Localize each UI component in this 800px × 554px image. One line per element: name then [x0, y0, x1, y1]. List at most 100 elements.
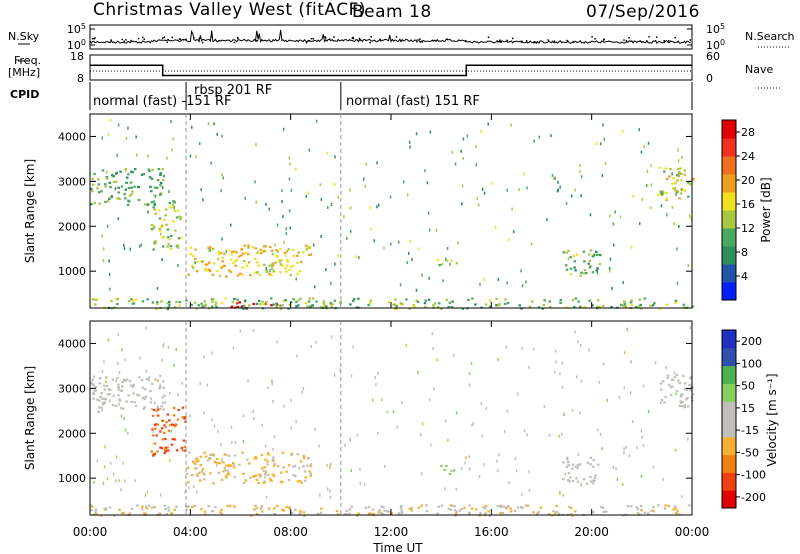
- data-cell: [296, 261, 299, 265]
- noise-search-point: [370, 36, 372, 38]
- data-cell: [591, 482, 595, 485]
- data-cell: [563, 413, 565, 416]
- data-cell: [674, 299, 678, 302]
- data-cell: [615, 467, 617, 471]
- data-cell: [247, 244, 250, 247]
- data-cell: [193, 462, 197, 465]
- data-cell: [291, 264, 295, 267]
- data-cell: [209, 246, 212, 249]
- data-cell: [108, 506, 112, 509]
- noise-search-point: [110, 39, 112, 41]
- data-cell: [217, 253, 221, 256]
- data-cell: [265, 267, 268, 270]
- data-cell: [487, 122, 489, 126]
- data-cell: [171, 437, 175, 441]
- data-cell: [521, 492, 523, 496]
- data-cell: [100, 406, 103, 409]
- data-cell: [108, 196, 112, 199]
- data-cell: [272, 303, 275, 306]
- data-cell: [680, 172, 683, 175]
- noise-search-point: [308, 40, 311, 42]
- data-cell: [612, 222, 615, 226]
- data-cell: [154, 194, 157, 198]
- data-cell: [295, 167, 297, 171]
- data-cell: [258, 273, 262, 276]
- data-cell: [667, 383, 671, 387]
- data-cell: [330, 335, 333, 339]
- velocity-colorbar-swatch: [722, 472, 736, 491]
- data-cell: [239, 329, 242, 333]
- data-cell: [567, 249, 570, 252]
- data-cell: [512, 230, 515, 234]
- data-cell: [101, 397, 104, 400]
- data-cell: [592, 465, 595, 468]
- data-cell: [194, 257, 197, 260]
- data-cell: [91, 298, 95, 301]
- data-cell: [279, 247, 282, 250]
- data-cell: [290, 188, 293, 192]
- noise-search-point: [648, 36, 650, 38]
- data-cell: [118, 508, 121, 511]
- data-cell: [601, 506, 605, 509]
- data-cell: [144, 388, 147, 391]
- data-cell: [282, 299, 285, 303]
- data-cell: [348, 512, 351, 515]
- data-cell: [116, 153, 118, 157]
- data-cell: [271, 262, 274, 265]
- data-cell: [230, 305, 233, 308]
- data-cell: [298, 466, 300, 470]
- data-cell: [526, 504, 529, 507]
- data-cell: [642, 384, 645, 388]
- data-cell: [683, 404, 686, 407]
- data-cell: [253, 417, 255, 420]
- data-cell: [120, 407, 123, 410]
- data-cell: [120, 414, 123, 418]
- data-cell: [188, 451, 191, 454]
- data-cell: [169, 392, 171, 395]
- data-cell: [157, 168, 160, 171]
- data-cell: [132, 392, 135, 395]
- data-cell: [162, 245, 165, 248]
- data-cell: [296, 480, 300, 483]
- data-cell: [483, 278, 486, 282]
- data-cell: [256, 261, 259, 264]
- data-cell: [253, 457, 256, 460]
- data-cell: [688, 504, 691, 507]
- noise-search-point: [689, 39, 692, 41]
- data-cell: [262, 481, 266, 484]
- data-cell: [310, 252, 313, 256]
- data-cell: [557, 188, 559, 192]
- data-cell: [320, 197, 323, 201]
- data-cell: [276, 223, 279, 227]
- data-cell: [116, 197, 119, 200]
- noise-search-point: [94, 37, 96, 39]
- noise-search-point: [167, 38, 169, 41]
- data-cell: [228, 464, 231, 467]
- data-cell: [168, 238, 172, 241]
- data-cell: [684, 189, 687, 193]
- data-cell: [350, 505, 353, 508]
- noise-search-point: [663, 40, 665, 42]
- data-cell: [430, 443, 432, 447]
- data-cell: [485, 407, 488, 411]
- noise-search-point: [498, 40, 500, 43]
- noise-search-point: [628, 37, 630, 39]
- data-cell: [676, 190, 679, 193]
- data-cell: [211, 418, 213, 422]
- data-cell: [264, 444, 267, 448]
- data-cell: [166, 245, 169, 248]
- noise-search-point: [125, 39, 127, 41]
- noise-search-point: [352, 37, 355, 40]
- data-cell: [236, 305, 239, 309]
- data-cell: [264, 470, 268, 473]
- data-cell: [686, 181, 690, 184]
- data-cell: [686, 306, 689, 309]
- data-cell: [495, 304, 498, 307]
- data-cell: [589, 249, 592, 252]
- data-cell: [159, 181, 163, 184]
- data-cell: [108, 272, 111, 276]
- data-cell: [591, 255, 595, 258]
- data-cell: [574, 465, 578, 468]
- data-cell: [164, 425, 166, 429]
- data-cell: [207, 122, 210, 126]
